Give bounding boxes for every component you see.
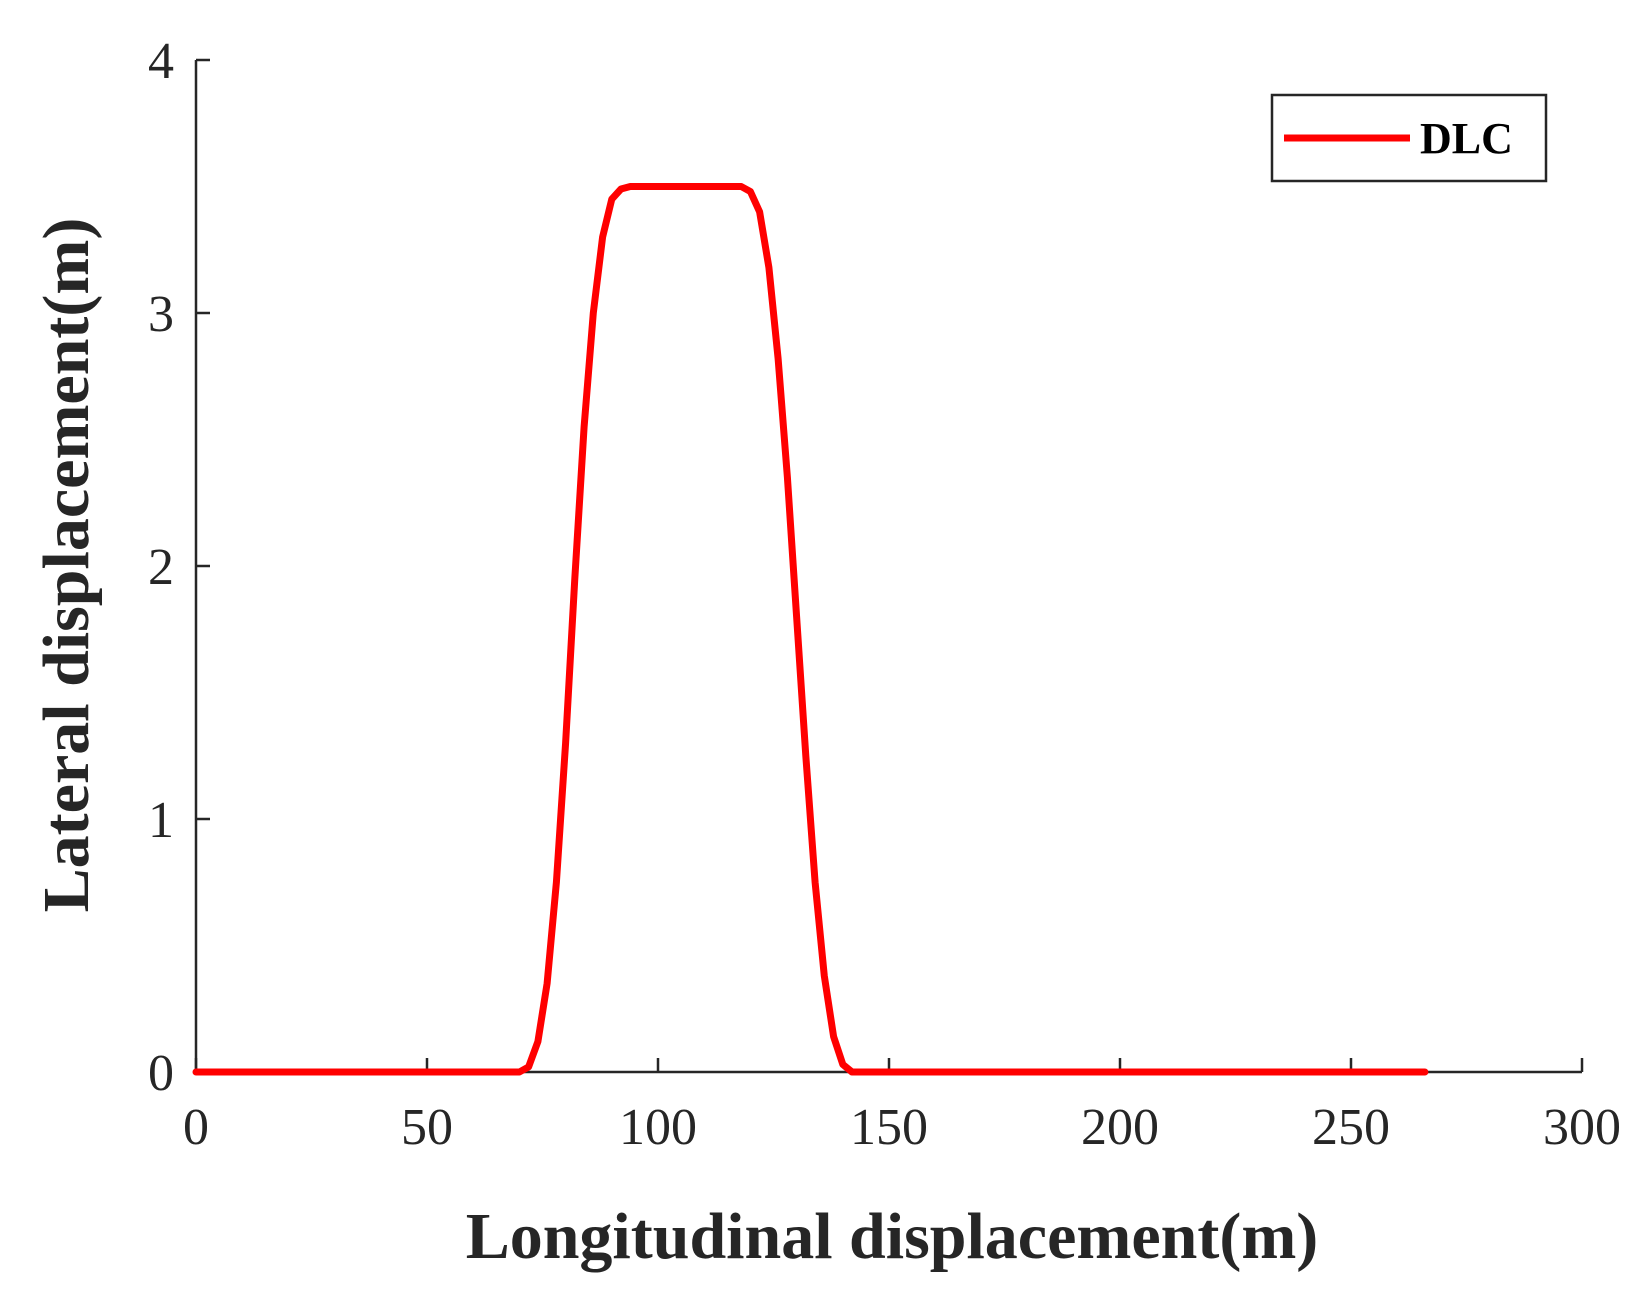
y-axis-title: Lateral displacement(m) [30, 218, 103, 913]
x-tick-label: 0 [183, 1099, 209, 1156]
y-tick-label: 0 [148, 1045, 174, 1102]
y-tick-label: 3 [148, 286, 174, 343]
y-tick-label: 2 [148, 539, 174, 596]
x-tick-label: 250 [1312, 1099, 1390, 1156]
y-axis-ticks: 0 1 2 3 4 [148, 33, 210, 1102]
x-axis-title: Longitudinal displacement(m) [466, 1200, 1319, 1273]
y-tick-label: 1 [148, 792, 174, 849]
legend-label-dlc: DLC [1420, 114, 1513, 163]
x-tick-label: 100 [619, 1099, 697, 1156]
x-tick-label: 300 [1543, 1099, 1621, 1156]
series-layer [192, 183, 1429, 1076]
x-tick-label: 150 [850, 1099, 928, 1156]
x-tick-label: 50 [401, 1099, 453, 1156]
legend: DLC [1270, 93, 1548, 183]
plot-area [194, 60, 1582, 1074]
y-tick-label: 4 [148, 33, 174, 90]
series-line-dlc [192, 183, 1429, 1076]
x-axis-ticks: 0 50 100 150 200 250 300 [183, 1058, 1621, 1156]
x-tick-label: 200 [1081, 1099, 1159, 1156]
